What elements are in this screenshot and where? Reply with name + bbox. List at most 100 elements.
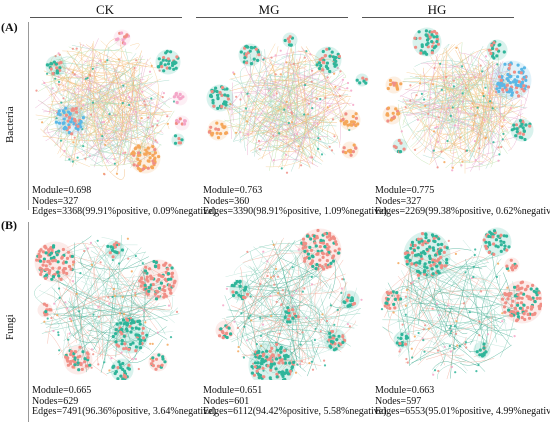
node <box>498 43 502 47</box>
node <box>49 67 53 71</box>
network-bacteria-ck <box>35 29 190 180</box>
column-rule-ck <box>30 17 182 18</box>
node <box>438 314 441 317</box>
node <box>529 307 533 311</box>
node <box>132 151 136 156</box>
node <box>223 93 227 97</box>
node <box>526 312 530 317</box>
node <box>516 315 520 319</box>
node <box>71 359 75 363</box>
node <box>68 158 71 161</box>
module-cluster <box>238 43 262 67</box>
node <box>261 366 265 370</box>
node <box>432 262 436 266</box>
node <box>292 360 296 364</box>
node <box>392 115 396 119</box>
node <box>476 106 479 109</box>
node <box>341 117 345 122</box>
node <box>237 350 240 353</box>
node <box>326 66 330 71</box>
module-cluster <box>174 115 190 131</box>
node <box>46 259 50 264</box>
node <box>214 86 218 90</box>
module-cluster <box>54 104 86 136</box>
node <box>138 279 142 283</box>
node <box>519 291 523 295</box>
node <box>427 327 430 330</box>
module-cluster <box>323 328 347 352</box>
node <box>437 250 441 254</box>
node <box>310 80 313 83</box>
node <box>255 343 258 346</box>
node <box>247 316 250 319</box>
node <box>224 131 228 135</box>
node <box>475 370 478 373</box>
node <box>504 301 508 305</box>
node <box>505 248 509 252</box>
node <box>67 125 71 129</box>
node <box>51 275 56 279</box>
node <box>395 87 400 91</box>
node <box>495 85 498 88</box>
node <box>338 94 341 98</box>
node <box>160 65 164 69</box>
node <box>44 268 48 272</box>
node <box>318 58 322 62</box>
node <box>175 310 179 313</box>
node <box>524 287 528 291</box>
node <box>424 33 428 37</box>
node <box>121 318 126 322</box>
node <box>116 366 120 370</box>
node <box>339 342 343 346</box>
node <box>90 366 93 369</box>
module-cluster <box>34 241 76 283</box>
node <box>420 232 425 236</box>
node <box>509 292 513 296</box>
node <box>314 267 318 271</box>
node <box>180 122 184 126</box>
node <box>422 250 426 254</box>
node <box>350 296 354 300</box>
node <box>503 62 507 66</box>
node <box>147 116 150 119</box>
node <box>156 331 159 334</box>
node <box>421 243 425 247</box>
network-fungi-mg <box>215 228 363 380</box>
module-cluster <box>171 133 185 147</box>
node <box>68 332 71 335</box>
node <box>133 66 136 70</box>
node <box>507 90 511 94</box>
node <box>434 234 438 238</box>
node <box>115 38 119 42</box>
edge-layer <box>223 43 353 172</box>
node <box>266 364 270 368</box>
node <box>509 258 513 262</box>
node <box>268 376 272 380</box>
node <box>445 246 449 250</box>
node <box>303 113 306 116</box>
node <box>524 123 528 127</box>
stats-fungi-hg: Module=0.663 Nodes=597 Edges=6553(95.01%… <box>375 385 550 418</box>
node <box>112 364 116 368</box>
node <box>471 102 474 105</box>
node <box>156 141 159 144</box>
module-cluster <box>492 60 532 100</box>
node <box>41 263 45 267</box>
node <box>210 89 214 94</box>
node <box>521 132 525 136</box>
node <box>434 126 437 129</box>
node <box>431 307 434 310</box>
node <box>138 346 143 350</box>
node <box>417 30 421 34</box>
node <box>275 342 279 346</box>
node <box>304 83 307 87</box>
node <box>328 264 332 269</box>
node <box>104 143 107 146</box>
node <box>71 160 74 163</box>
nodes-value: Nodes=327 <box>375 195 422 207</box>
node <box>499 78 503 82</box>
node <box>413 36 417 40</box>
node <box>518 306 522 310</box>
node <box>267 89 270 92</box>
node <box>58 53 61 57</box>
